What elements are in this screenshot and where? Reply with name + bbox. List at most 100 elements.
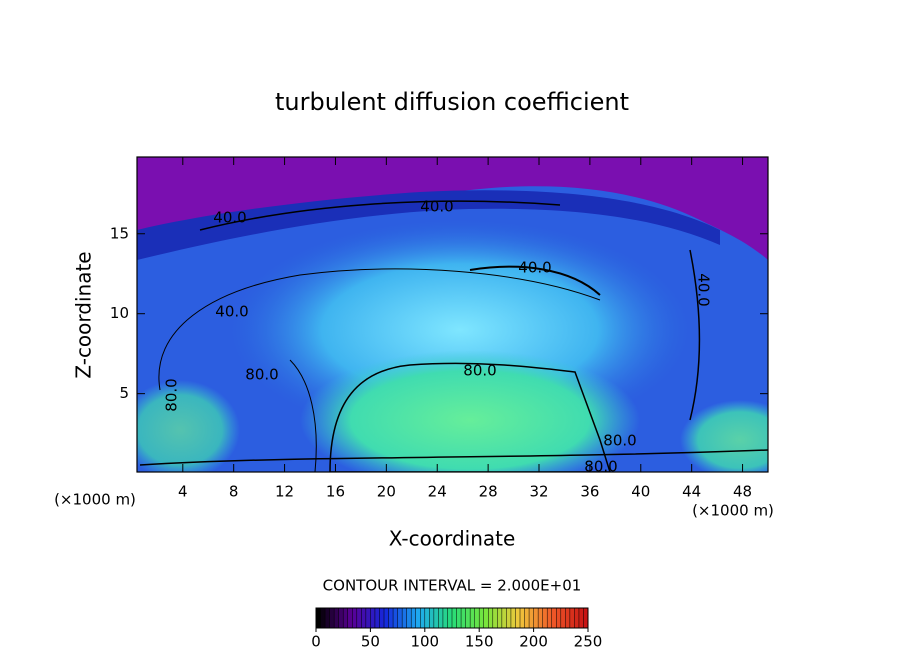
x-tick-label: 44 [682, 483, 701, 501]
colorbar-cell [365, 608, 371, 628]
contour-label: 40.0 [213, 209, 246, 227]
colorbar-cell [583, 608, 589, 628]
x-tick-label: 40 [631, 483, 650, 501]
colorbar-cell [520, 608, 526, 628]
contour-label: 40.0 [518, 259, 551, 277]
colorbar-cell [415, 608, 421, 628]
colorbar-cell [492, 608, 498, 628]
colorbar-tick-label: 250 [574, 633, 603, 651]
colorbar-cell [316, 608, 322, 628]
colorbar-cell [442, 608, 448, 628]
contour-interval: CONTOUR INTERVAL = 2.000E+01 [323, 577, 582, 595]
colorbar-cell [338, 608, 344, 628]
colorbar-cell [356, 608, 362, 628]
colorbar-cell [388, 608, 394, 628]
colorbar-cell [551, 608, 557, 628]
colorbar-cell [424, 608, 430, 628]
colorbar-cell [420, 608, 426, 628]
colorbar-cell [325, 608, 331, 628]
contour-label: 80.0 [463, 362, 496, 380]
x-tick-label: 32 [529, 483, 548, 501]
x-tick-label: 12 [275, 483, 294, 501]
contour-label: 40.0 [215, 303, 248, 321]
colorbar-cell [393, 608, 399, 628]
colorbar-tick-label: 100 [410, 633, 439, 651]
colorbar-cell [438, 608, 444, 628]
colorbar-cell [542, 608, 548, 628]
colorbar-cell [352, 608, 358, 628]
colorbar-frame [315, 607, 589, 629]
contour-label: 40.0 [695, 273, 713, 306]
colorbar-cell [456, 608, 462, 628]
colorbar-cell [506, 608, 512, 628]
x-tick-label: 24 [428, 483, 447, 501]
colorbar-cell [343, 608, 349, 628]
chart-title: turbulent diffusion coefficient [275, 88, 629, 116]
colorbar-cell [334, 608, 340, 628]
contour-label: 80.0 [163, 378, 181, 411]
colorbar-cell [529, 608, 535, 628]
colorbar-cell [497, 608, 503, 628]
colorbar-cell [501, 608, 507, 628]
colorbar-cell [402, 608, 408, 628]
colorbar-cell [397, 608, 403, 628]
colorbar-cell [578, 608, 584, 628]
field [137, 157, 768, 472]
colorbar-cell [547, 608, 553, 628]
colorbar-cell [574, 608, 580, 628]
colorbar-tick-label: 200 [519, 633, 548, 651]
colorbar-cell [470, 608, 476, 628]
colorbar-cell [320, 608, 326, 628]
colorbar-cell [510, 608, 516, 628]
colorbar-cell [474, 608, 480, 628]
colorbar-cell [447, 608, 453, 628]
x-tick-label: 20 [377, 483, 396, 501]
colorbar-cell [433, 608, 439, 628]
colorbar-cell [465, 608, 471, 628]
colorbar-cell [374, 608, 380, 628]
colorbar-cell [524, 608, 530, 628]
contour-label: 40.0 [420, 198, 453, 216]
colorbar-cell [406, 608, 412, 628]
colorbar-cell [329, 608, 335, 628]
y-tick-label: 15 [110, 224, 129, 242]
colorbar-cell [479, 608, 485, 628]
x-unit: (×1000 m) [692, 502, 774, 520]
colorbar-cell [411, 608, 417, 628]
colorbar-cell [379, 608, 385, 628]
x-tick-label: 16 [326, 483, 345, 501]
contour-label: 80.0 [584, 458, 617, 476]
colorbar-cell [515, 608, 521, 628]
colorbar-cell [452, 608, 458, 628]
colorbar-cell [565, 608, 571, 628]
colorbar-cell [483, 608, 489, 628]
x-tick-label: 8 [229, 483, 239, 501]
colorbar-cell [560, 608, 566, 628]
colorbar-tick-label: 0 [311, 633, 321, 651]
colorbar-cell [461, 608, 467, 628]
colorbar-cell [370, 608, 376, 628]
y-tick-label: 10 [110, 304, 129, 322]
colorbar-cell [533, 608, 539, 628]
x-tick-label: 48 [733, 483, 752, 501]
colorbar-cell [569, 608, 575, 628]
colorbar-cell [384, 608, 390, 628]
colorbar-cell [538, 608, 544, 628]
colorbar-cell [361, 608, 367, 628]
y-unit: (×1000 m) [54, 491, 136, 509]
y-tick-label: 5 [119, 384, 129, 402]
colorbar-tick-label: 50 [361, 633, 380, 651]
contour-label: 80.0 [245, 366, 278, 384]
x-tick-label: 36 [580, 483, 599, 501]
colorbar-cell [429, 608, 435, 628]
x-tick-label: 4 [178, 483, 188, 501]
y-axis-label: Z-coordinate [72, 251, 96, 378]
colorbar-cell [556, 608, 562, 628]
colorbar-tick-label: 150 [465, 633, 494, 651]
plot-frame [136, 156, 769, 473]
x-tick-label: 28 [479, 483, 498, 501]
x-axis-label: X-coordinate [389, 527, 516, 551]
colorbar-cell [488, 608, 494, 628]
colorbar-cell [347, 608, 353, 628]
